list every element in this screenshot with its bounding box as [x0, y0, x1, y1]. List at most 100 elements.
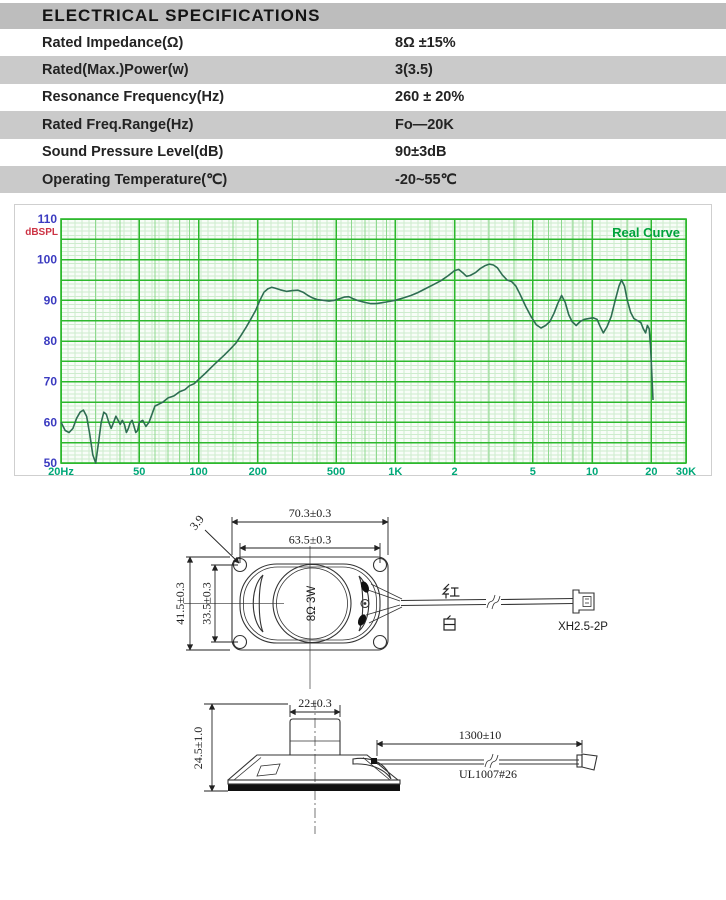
y-tick-label: 90 — [44, 293, 58, 307]
y-axis-title: dBSPL — [25, 227, 58, 238]
lead-wire — [365, 604, 401, 616]
spec-value: Fo—20K — [395, 116, 454, 133]
spec-label: Resonance Frequency(Hz) — [42, 89, 225, 106]
x-tick-label: 200 — [249, 466, 267, 475]
mechanical-drawings: 8Ω 3W — [173, 506, 608, 834]
x-tick-label: 20 — [645, 466, 657, 475]
connector-body — [572, 589, 595, 614]
cone-inner — [276, 567, 348, 640]
break-symbol — [491, 595, 501, 610]
side-view: 22±0.3 24.5±1.0 1300±10 UL1007#26 — [191, 696, 598, 834]
y-tick-label: 110 — [38, 212, 58, 226]
y-tick-label: 70 — [44, 375, 58, 389]
dim-wire-length: 1300±10 — [459, 728, 502, 742]
dim-magnet-width: 22±0.3 — [298, 696, 332, 710]
x-tick-label: 10 — [586, 466, 598, 475]
x-tick-label: 50 — [133, 466, 145, 475]
wire-top — [400, 598, 487, 602]
lead-wire — [368, 606, 403, 624]
x-tick-label: 20Hz — [48, 466, 74, 475]
spec-table-title: ELECTRICAL SPECIFICATIONS — [0, 3, 726, 29]
wire-top — [500, 597, 574, 601]
dim-outer-width: 70.3±0.3 — [289, 506, 332, 520]
speaker-frame — [231, 556, 389, 651]
frame-profile — [227, 754, 399, 781]
solder-joint — [357, 614, 367, 626]
spec-value: 3(3.5) — [395, 62, 433, 79]
spec-row: Rated(Max.)Power(w) 3(3.5) — [0, 56, 726, 84]
frame-flange — [227, 779, 401, 785]
spec-table: ELECTRICAL SPECIFICATIONS Rated Impedanc… — [0, 3, 726, 194]
front-wire — [400, 594, 574, 610]
frame-profile-inner — [362, 757, 391, 781]
y-tick-label: 60 — [44, 415, 58, 429]
plot-frame — [60, 218, 687, 464]
frame-profile-inner — [233, 757, 262, 781]
rivet-center — [363, 602, 367, 605]
solder-joint — [360, 581, 370, 593]
basket-edge-outer — [239, 563, 381, 644]
spec-row: Resonance Frequency(Hz) 260 ± 20% — [0, 84, 726, 111]
cone-marking: 8Ω 3W — [306, 586, 318, 622]
dim-hole-spacing: 63.5±0.3 — [289, 533, 332, 547]
dim-outer-height: 41.5±0.3 — [173, 582, 187, 625]
spec-row: Sound Pressure Level(dB) 90±3dB — [0, 139, 726, 166]
xh-connector — [572, 589, 595, 614]
spec-table-rows: Rated Impedance(Ω) 8Ω ±15% Rated(Max.)Powe… — [0, 29, 726, 194]
wire-attach-point — [371, 758, 377, 764]
end-connector — [576, 753, 598, 771]
wire-bottom — [500, 602, 574, 606]
x-tick-label: 30K — [676, 466, 696, 475]
y-tick-label: 80 — [44, 334, 58, 348]
spec-row: Operating Temperature(℃) -20~55℃ — [0, 165, 726, 194]
wire-bottom — [400, 603, 487, 607]
vent-hole — [256, 763, 281, 777]
y-tick-label: 50 — [44, 456, 58, 470]
basket-edge-inner — [243, 566, 377, 641]
x-tick-label: 500 — [327, 466, 345, 475]
spec-label: Operating Temperature(℃) — [42, 171, 228, 188]
front-view-dimensions: 70.3±0.3 63.5±0.3 41.5±0.3 33.5±0.3 3.9 — [173, 506, 389, 651]
spec-label: Rated Freq.Range(Hz) — [42, 116, 194, 133]
spec-value: 90±3dB — [395, 144, 447, 161]
y-tick-label: 100 — [37, 253, 57, 267]
x-tick-label: 2 — [452, 466, 458, 475]
cone-outer — [272, 563, 352, 644]
terminal-ear — [352, 757, 392, 780]
label-red-cn — [441, 583, 460, 599]
side-wire — [377, 753, 579, 769]
spec-value: -20~55℃ — [395, 171, 457, 188]
lead-wire — [370, 583, 403, 600]
response-curve — [60, 263, 654, 464]
dim-hole-diameter: 3.9 — [187, 512, 207, 532]
label-white-cn — [443, 615, 456, 631]
spec-label: Rated(Max.)Power(w) — [42, 62, 189, 79]
terminal-assembly — [357, 581, 403, 626]
lead-wire — [367, 589, 401, 602]
x-tick-label: 5 — [530, 466, 536, 475]
break-symbol — [486, 594, 496, 609]
spec-row: Rated Impedance(Ω) 8Ω ±15% — [0, 29, 726, 56]
chart-title: Real Curve — [612, 225, 680, 240]
x-tick-label: 100 — [189, 466, 207, 475]
x-tick-label: 1K — [388, 466, 402, 475]
spec-label: Sound Pressure Level(dB) — [42, 144, 224, 161]
gasket — [228, 784, 400, 791]
spec-row: Rated Freq.Range(Hz) Fo—20K — [0, 111, 726, 139]
rivet — [360, 598, 370, 609]
frequency-response-chart: 50 60 70 80 90 100 110 dBSPL 20Hz 50 100 200 500 1K 2 5… — [14, 204, 712, 476]
magnet-cup — [289, 718, 341, 755]
spec-value: 260 ± 20% — [395, 89, 465, 106]
dim-inner-height: 33.5±0.3 — [200, 582, 214, 625]
side-view-dimensions: 22±0.3 24.5±1.0 1300±10 UL1007#26 — [191, 696, 583, 792]
connector-detail — [582, 596, 592, 607]
spec-value: 8Ω ±15% — [395, 34, 456, 51]
dim-total-height: 24.5±1.0 — [191, 727, 205, 770]
spec-label: Rated Impedance(Ω) — [42, 34, 184, 51]
left-crescent — [252, 574, 264, 633]
wire-spec-label: UL1007#26 — [459, 767, 517, 781]
mounting-hole — [372, 634, 388, 650]
connector-label: XH2.5-2P — [558, 621, 608, 633]
